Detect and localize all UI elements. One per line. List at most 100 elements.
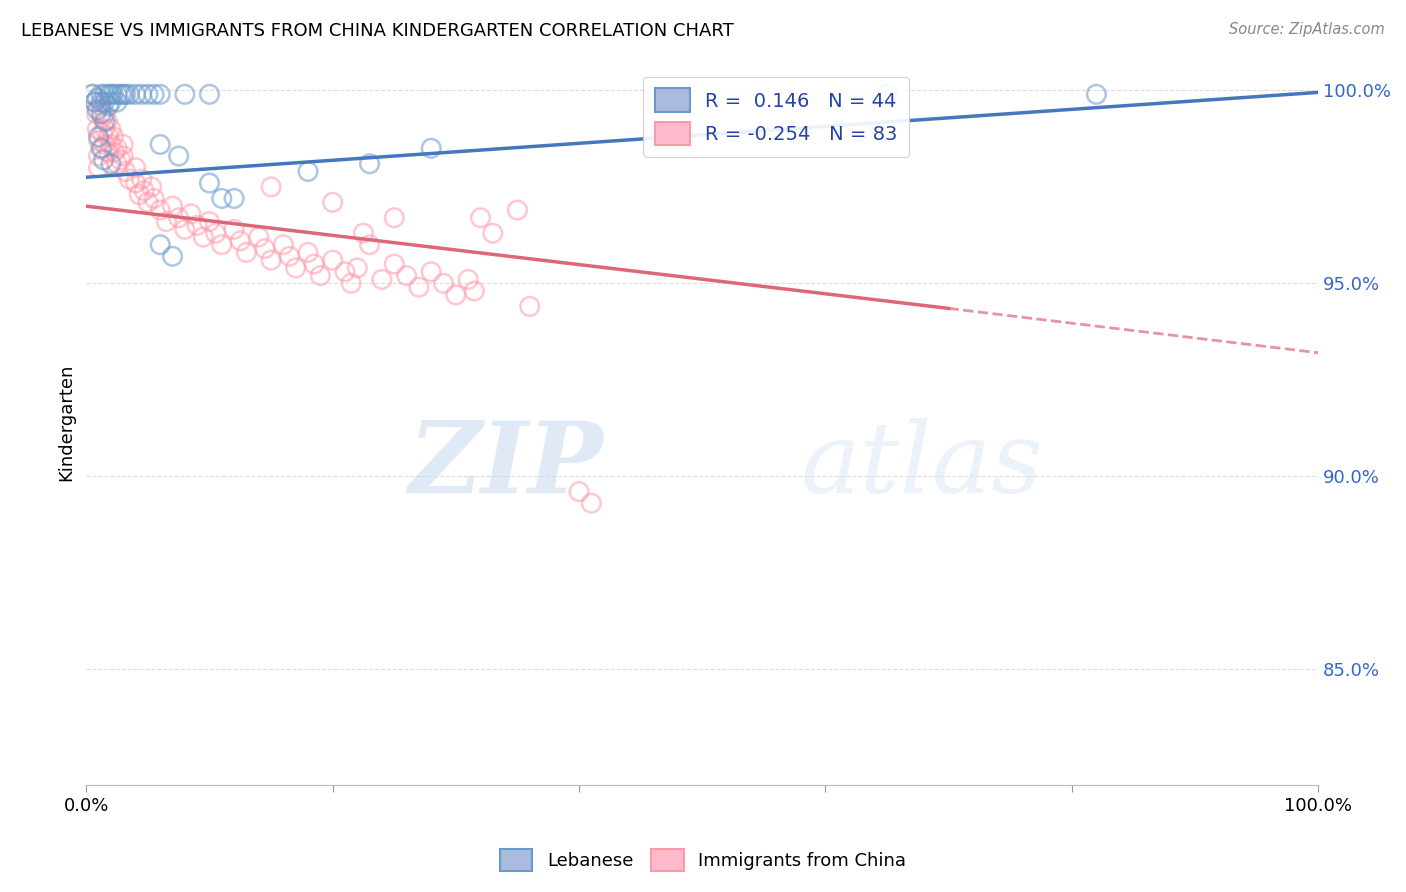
Point — [84, 95, 107, 109]
Point — [463, 284, 485, 298]
Point — [141, 180, 163, 194]
Point — [155, 214, 177, 228]
Point — [90, 87, 112, 102]
Point — [97, 145, 120, 160]
Point — [114, 164, 136, 178]
Point — [112, 87, 135, 102]
Point — [481, 226, 503, 240]
Point — [91, 126, 114, 140]
Point — [128, 187, 150, 202]
Point — [167, 211, 190, 225]
Point — [90, 106, 112, 120]
Point — [131, 87, 153, 102]
Point — [420, 141, 443, 155]
Point — [94, 122, 117, 136]
Point — [90, 141, 112, 155]
Point — [100, 122, 122, 136]
Point — [284, 260, 307, 275]
Point — [457, 272, 479, 286]
Point — [173, 87, 195, 102]
Point — [162, 199, 184, 213]
Point — [408, 280, 430, 294]
Y-axis label: Kindergarten: Kindergarten — [58, 363, 75, 481]
Point — [84, 106, 107, 120]
Point — [90, 99, 112, 113]
Point — [253, 242, 276, 256]
Point — [198, 214, 221, 228]
Point — [143, 87, 166, 102]
Point — [124, 161, 146, 175]
Point — [118, 172, 141, 186]
Point — [173, 222, 195, 236]
Point — [359, 157, 381, 171]
Point — [124, 87, 146, 102]
Text: ZIP: ZIP — [409, 417, 603, 514]
Point — [94, 114, 117, 128]
Point — [180, 207, 202, 221]
Point — [100, 157, 122, 171]
Point — [94, 87, 117, 102]
Point — [91, 111, 114, 125]
Point — [124, 176, 146, 190]
Point — [149, 87, 172, 102]
Point — [211, 191, 233, 205]
Point — [322, 253, 344, 268]
Point — [432, 277, 454, 291]
Point — [86, 122, 108, 136]
Point — [470, 211, 492, 225]
Point — [876, 87, 898, 102]
Point — [131, 172, 153, 186]
Point — [86, 103, 108, 117]
Point — [136, 87, 159, 102]
Point — [444, 288, 467, 302]
Point — [211, 237, 233, 252]
Point — [297, 245, 319, 260]
Point — [297, 164, 319, 178]
Point — [224, 222, 246, 236]
Point — [87, 134, 110, 148]
Text: atlas: atlas — [801, 418, 1043, 513]
Point — [96, 114, 118, 128]
Point — [105, 95, 128, 109]
Point — [105, 157, 128, 171]
Point — [506, 202, 529, 217]
Point — [87, 129, 110, 144]
Point — [162, 249, 184, 263]
Point — [260, 253, 283, 268]
Point — [224, 191, 246, 205]
Point — [94, 137, 117, 152]
Point — [322, 195, 344, 210]
Point — [143, 191, 166, 205]
Point — [103, 129, 125, 144]
Point — [110, 153, 132, 167]
Point — [105, 87, 128, 102]
Point — [371, 272, 394, 286]
Point — [519, 300, 541, 314]
Point — [94, 106, 117, 120]
Point — [346, 260, 368, 275]
Point — [193, 230, 215, 244]
Point — [395, 268, 418, 283]
Point — [302, 257, 325, 271]
Point — [229, 234, 252, 248]
Legend: Lebanese, Immigrants from China: Lebanese, Immigrants from China — [492, 842, 914, 879]
Point — [82, 87, 104, 102]
Point — [134, 184, 156, 198]
Point — [87, 149, 110, 163]
Point — [149, 137, 172, 152]
Point — [90, 95, 112, 109]
Point — [97, 99, 120, 113]
Point — [112, 149, 135, 163]
Point — [97, 129, 120, 144]
Point — [104, 145, 127, 160]
Point — [1085, 87, 1108, 102]
Point — [382, 211, 405, 225]
Point — [97, 87, 120, 102]
Point — [86, 91, 108, 105]
Point — [100, 137, 122, 152]
Point — [112, 137, 135, 152]
Point — [82, 87, 104, 102]
Point — [382, 257, 405, 271]
Point — [114, 87, 136, 102]
Point — [94, 95, 117, 109]
